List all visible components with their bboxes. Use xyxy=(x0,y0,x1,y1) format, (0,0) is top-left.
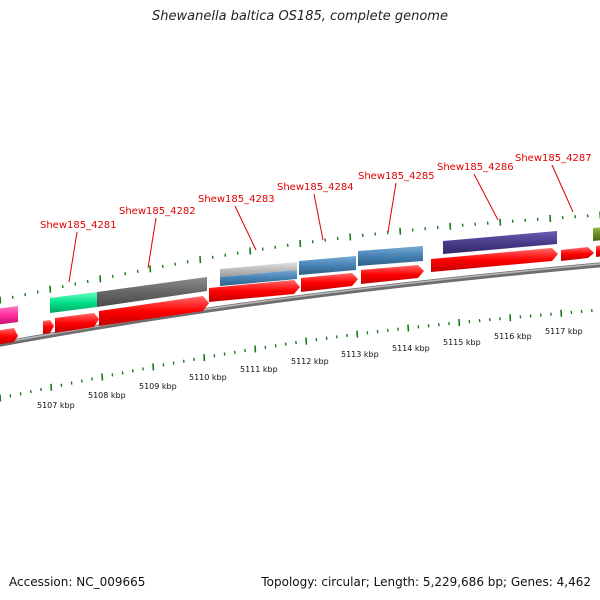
kbp-label: 5115 kbp xyxy=(443,338,481,347)
cds-track xyxy=(0,245,600,345)
gene-label: Shew185_4287 xyxy=(515,153,592,164)
gene-label: Shew185_4284 xyxy=(277,182,354,193)
kbp-label: 5109 kbp xyxy=(139,382,177,391)
gene-leader-line xyxy=(551,164,574,213)
gene-label: Shew185_4286 xyxy=(437,162,514,173)
cds-arrow xyxy=(561,247,594,261)
cds-arrow xyxy=(361,265,424,284)
accession-text: Accession: NC_009665 xyxy=(9,575,146,589)
gene-label: Shew185_4283 xyxy=(198,194,275,205)
gene-leader-line xyxy=(387,182,397,233)
cds-arrow xyxy=(431,248,558,272)
kbp-label: 5108 kbp xyxy=(88,391,126,400)
cds-arrow xyxy=(596,245,600,257)
genome-summary-text: Topology: circular; Length: 5,229,686 bp… xyxy=(261,575,591,589)
cog-feature-track xyxy=(0,227,600,325)
kbp-label: 5114 kbp xyxy=(392,344,430,353)
cds-arrow xyxy=(209,280,300,302)
cog-feature-springgreen xyxy=(50,292,97,313)
cds-arrow xyxy=(43,320,54,334)
gene-leader-line xyxy=(313,193,324,241)
genome-backbone-highlight xyxy=(0,263,600,344)
gene-leader-line xyxy=(147,217,157,269)
cds-arrow xyxy=(0,328,18,345)
cog-feature-steelblue-a xyxy=(220,270,297,286)
cog-feature-olive xyxy=(593,227,600,241)
gene-leader-line xyxy=(473,173,499,221)
gene-label-group: Shew185_4281 Shew185_4282 Shew185_4283 S… xyxy=(40,153,592,283)
kbp-label: 5117 kbp xyxy=(545,327,583,336)
cog-feature-gray xyxy=(97,277,207,307)
gene-label: Shew185_4281 xyxy=(40,220,117,231)
gene-leader-line xyxy=(68,231,78,283)
kbp-label: 5111 kbp xyxy=(240,365,278,374)
upper-tick-row xyxy=(0,211,600,304)
gene-leader-line xyxy=(234,205,257,251)
kbp-label-row: 5107 kbp 5108 kbp 5109 kbp 5110 kbp 5111… xyxy=(37,327,583,410)
gene-label: Shew185_4285 xyxy=(358,171,435,182)
cds-arrow xyxy=(301,273,358,292)
cds-arrow xyxy=(99,296,209,326)
genome-backbone xyxy=(0,262,600,347)
kbp-label: 5113 kbp xyxy=(341,350,379,359)
kbp-label: 5110 kbp xyxy=(189,373,227,382)
cog-feature-magenta xyxy=(0,306,18,325)
cog-feature-indigo xyxy=(443,231,557,254)
cds-arrow xyxy=(55,313,99,333)
gene-label: Shew185_4282 xyxy=(119,206,196,217)
map-title: Shewanella baltica OS185, complete genom… xyxy=(152,9,448,24)
cog-feature-steelblue-c xyxy=(358,246,423,266)
cog-feature-steelblue-b xyxy=(299,256,356,275)
kbp-label: 5116 kbp xyxy=(494,332,532,341)
kbp-label: 5112 kbp xyxy=(291,357,329,366)
kbp-label: 5107 kbp xyxy=(37,401,75,410)
lower-tick-row xyxy=(0,309,593,402)
cog-feature-lightgray xyxy=(220,262,297,277)
